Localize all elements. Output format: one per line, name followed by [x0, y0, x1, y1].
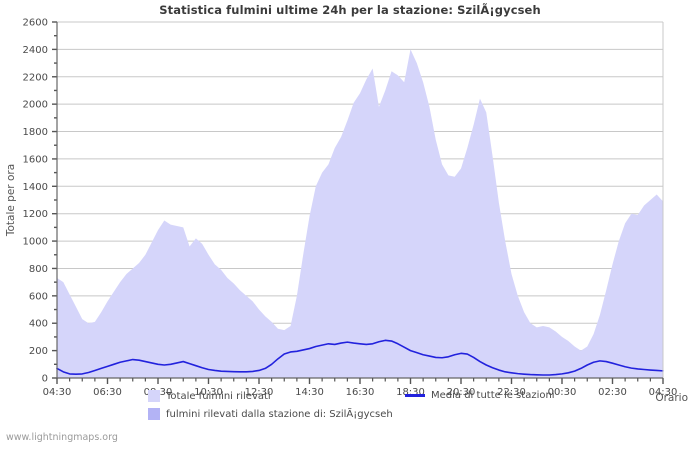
- svg-text:04:30: 04:30: [43, 387, 72, 398]
- legend-item-station: fulmini rilevati dalla stazione di: Szil…: [148, 408, 393, 420]
- y-axis-tick-labels: 0 200 400 600 800 1000 1200 1400 1600 1800 2000 220…: [23, 18, 48, 385]
- svg-text:06:30: 06:30: [93, 387, 122, 398]
- svg-text:22:30: 22:30: [497, 387, 526, 398]
- svg-text:200: 200: [29, 346, 48, 357]
- svg-text:1200: 1200: [23, 209, 48, 220]
- x-axis-ticks: [56, 378, 664, 384]
- legend-swatch-station: [148, 408, 160, 420]
- svg-text:2600: 2600: [23, 18, 48, 29]
- svg-text:02:30: 02:30: [598, 387, 627, 398]
- svg-text:10:30: 10:30: [194, 387, 223, 398]
- legend-swatch-total: [148, 390, 160, 402]
- legend: Totale fulmini rilevati fulmini rilevati…: [0, 388, 700, 430]
- legend-label-total: Totale fulmini rilevati: [166, 390, 271, 402]
- svg-text:1000: 1000: [23, 237, 48, 248]
- svg-text:12:30: 12:30: [245, 387, 274, 398]
- svg-text:1400: 1400: [23, 182, 48, 193]
- legend-line-average: [405, 394, 425, 397]
- legend-label-average: Media di tutte le stazioni: [431, 390, 555, 401]
- y-axis-title-group: Totale per ora: [5, 164, 17, 237]
- svg-text:16:30: 16:30: [346, 387, 375, 398]
- svg-text:14:30: 14:30: [295, 387, 324, 398]
- svg-text:600: 600: [29, 291, 48, 302]
- svg-text:0: 0: [42, 374, 48, 385]
- svg-text:20:30: 20:30: [447, 387, 476, 398]
- svg-text:800: 800: [29, 264, 48, 275]
- x-axis-title: Orario: [655, 392, 688, 404]
- svg-text:400: 400: [29, 319, 48, 330]
- chart-title: Statistica fulmini ultime 24h per la sta…: [159, 3, 541, 17]
- svg-text:1800: 1800: [23, 127, 48, 138]
- legend-item-total: Totale fulmini rilevati: [148, 390, 271, 402]
- area-series-group: [57, 49, 663, 378]
- watermark: www.lightningmaps.org: [6, 432, 118, 443]
- svg-text:2200: 2200: [23, 72, 48, 83]
- svg-text:00:30: 00:30: [548, 387, 577, 398]
- y-axis-ticks: [52, 21, 57, 379]
- line-series-group: [56, 339, 664, 376]
- legend-label-station: fulmini rilevati dalla stazione di: Szil…: [166, 408, 393, 420]
- svg-text:2000: 2000: [23, 100, 48, 111]
- legend-item-average: Media di tutte le stazioni: [405, 390, 555, 401]
- svg-text:1600: 1600: [23, 154, 48, 165]
- svg-text:04:30: 04:30: [649, 387, 678, 398]
- svg-text:2400: 2400: [23, 45, 48, 56]
- svg-text:Totale per ora: Totale per ora: [5, 164, 17, 237]
- svg-text:18:30: 18:30: [396, 387, 425, 398]
